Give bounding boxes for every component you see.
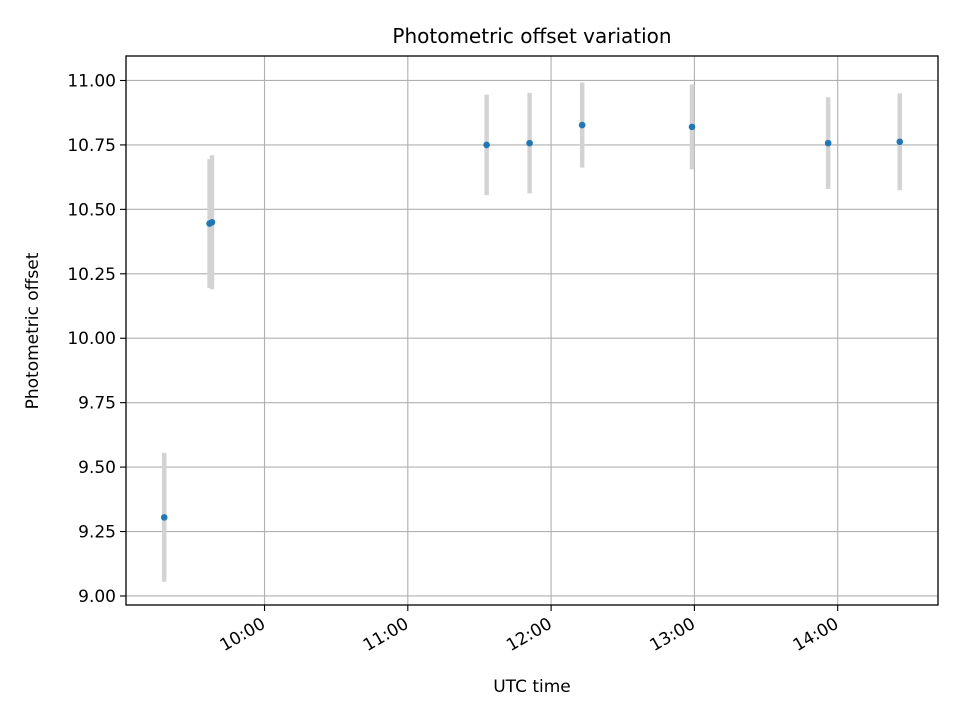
y-tick-label: 9.25 — [78, 523, 116, 543]
y-tick-label: 9.75 — [78, 394, 116, 414]
chart-title: Photometric offset variation — [392, 24, 671, 48]
y-tick-label: 10.00 — [67, 329, 116, 349]
y-tick-label: 9.50 — [78, 458, 116, 478]
x-axis-title: UTC time — [493, 677, 571, 697]
data-point — [578, 121, 586, 129]
data-points — [160, 121, 904, 521]
data-point — [824, 139, 832, 147]
y-axis-title: Photometric offset — [23, 252, 43, 409]
y-tick-label: 9.00 — [78, 587, 116, 607]
data-point — [483, 141, 490, 149]
y-tick-label: 10.50 — [67, 200, 116, 220]
data-point — [688, 123, 696, 131]
data-point — [208, 218, 216, 226]
y-tick-label: 10.25 — [67, 265, 116, 285]
y-tick-label: 11.00 — [67, 71, 116, 91]
data-point — [160, 514, 168, 521]
plot-frame — [125, 55, 939, 606]
data-point — [526, 139, 533, 147]
data-point — [896, 138, 904, 146]
y-tick-label: 10.75 — [67, 136, 116, 156]
